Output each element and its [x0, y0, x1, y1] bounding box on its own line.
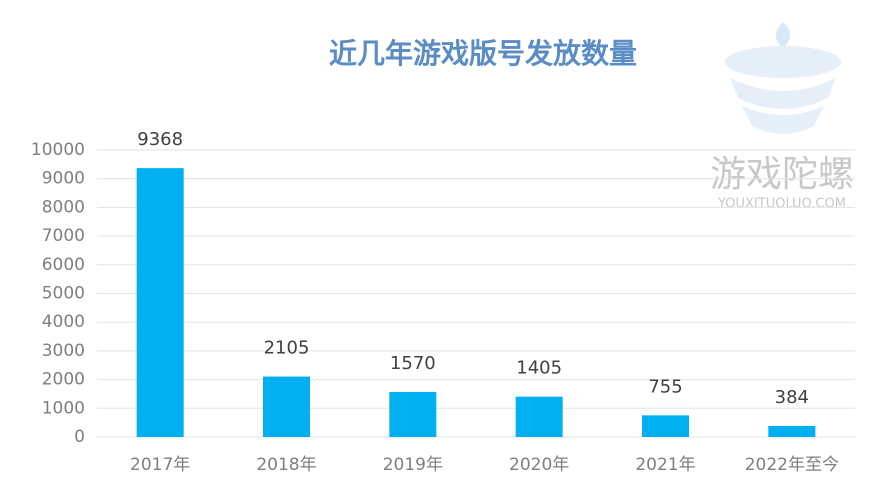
- bar: [389, 391, 437, 437]
- y-tick-label: 5000: [42, 284, 85, 304]
- bar: [515, 396, 563, 437]
- value-label: 1405: [516, 358, 562, 379]
- x-tick-label: 2019年: [383, 455, 443, 475]
- y-tick-label: 10000: [31, 140, 85, 160]
- y-tick-label: 6000: [42, 255, 85, 275]
- y-tick-label: 3000: [42, 341, 85, 361]
- y-tick-label: 4000: [42, 312, 85, 332]
- y-tick-label: 7000: [42, 226, 85, 246]
- y-tick-label: 8000: [42, 197, 85, 217]
- value-label: 755: [648, 376, 682, 397]
- bar: [642, 415, 689, 437]
- chart-title: 近几年游戏版号发放数量: [329, 37, 637, 70]
- bar: [263, 376, 310, 437]
- value-label: 2105: [264, 338, 310, 359]
- x-tick-label: 2022年至今: [745, 455, 839, 475]
- y-tick-label: 1000: [42, 398, 85, 418]
- y-tick-label: 2000: [42, 370, 85, 390]
- value-label: 9368: [137, 129, 183, 150]
- watermark-text: 游戏陀螺: [710, 154, 854, 195]
- bar: [136, 168, 184, 437]
- x-tick-label: 2021年: [635, 455, 695, 475]
- value-label: 1570: [390, 353, 436, 374]
- watermark-url: YOUXITUOLUO.COM: [717, 197, 846, 212]
- x-tick-label: 2020年: [509, 455, 569, 475]
- x-tick-label: 2017年: [130, 455, 190, 475]
- bar: [768, 425, 816, 437]
- x-tick-label: 2018年: [256, 455, 316, 475]
- value-label: 384: [775, 387, 809, 408]
- watermark-icon: [725, 22, 841, 134]
- y-tick-label: 9000: [42, 169, 85, 189]
- y-tick-label: 0: [74, 427, 85, 447]
